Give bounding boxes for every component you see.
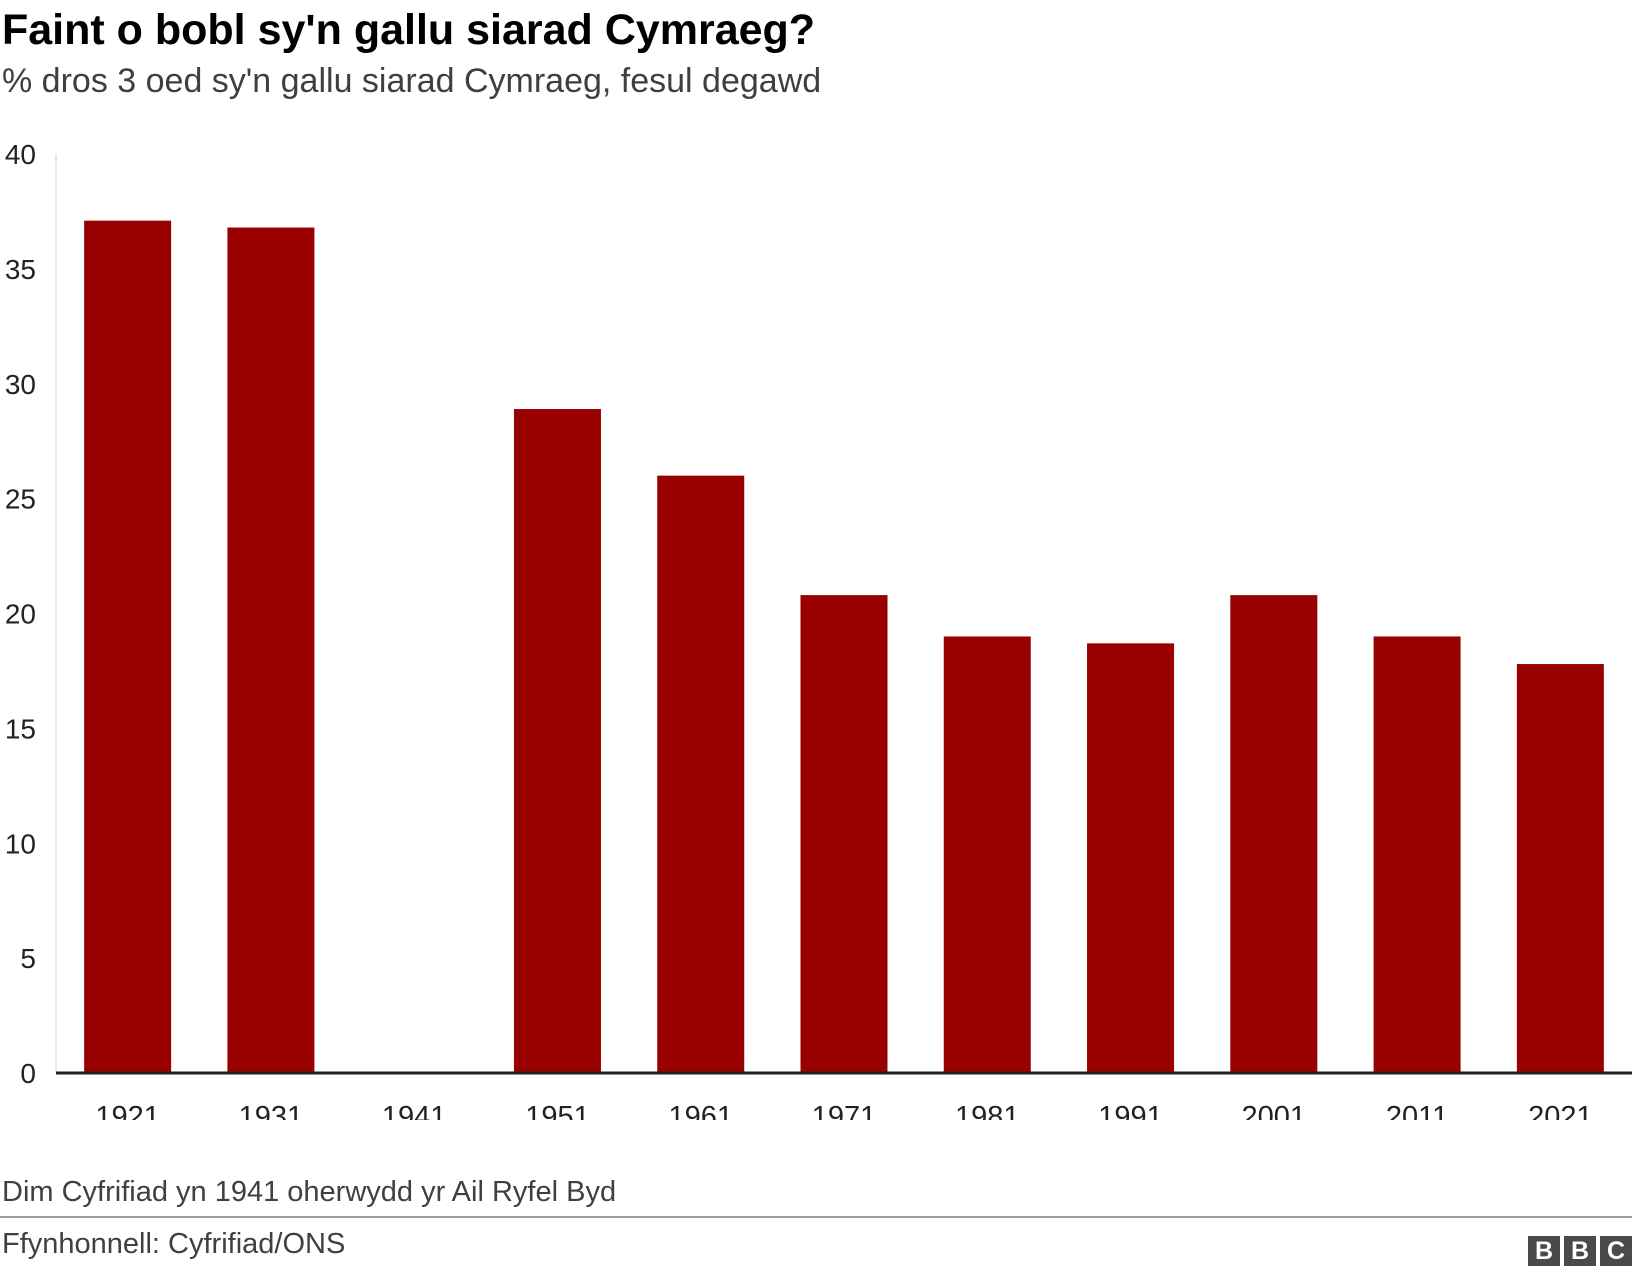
- y-tick-label: 5: [20, 943, 36, 974]
- bar: [1087, 643, 1175, 1073]
- logo-letter: C: [1600, 1236, 1632, 1266]
- y-tick-label: 30: [5, 369, 36, 400]
- x-tick-label: 1921: [95, 1101, 160, 1120]
- bbc-logo: B B C: [1528, 1236, 1632, 1266]
- x-tick-label: 1971: [812, 1101, 877, 1120]
- y-tick-label: 35: [5, 254, 36, 285]
- chart-note: Dim Cyfrifiad yn 1941 oherwydd yr Ail Ry…: [2, 1176, 617, 1208]
- footer-divider: [0, 1216, 1632, 1218]
- x-tick-label: 1961: [668, 1101, 733, 1120]
- x-tick-label: 1941: [382, 1101, 447, 1120]
- x-tick-label: 2021: [1528, 1101, 1593, 1120]
- bar: [1373, 636, 1461, 1073]
- bar: [84, 220, 172, 1073]
- x-tick-label: 1981: [955, 1101, 1020, 1120]
- y-tick-label: 40: [5, 139, 36, 170]
- source-credit: Ffynhonnell: Cyfrifiad/ONS: [2, 1228, 346, 1260]
- bar: [1230, 595, 1318, 1073]
- x-tick-label: 2011: [1386, 1101, 1448, 1120]
- bar: [227, 227, 315, 1073]
- y-tick-label: 25: [5, 484, 36, 515]
- bar-chart: 0 5 10 15 20 25 30 35 40 1921 1931 1941 1951 1961 1971…: [5, 139, 1632, 1120]
- y-tick-label: 15: [5, 713, 36, 744]
- bar: [657, 475, 745, 1073]
- bar: [1516, 664, 1604, 1073]
- x-tick-label: 1951: [525, 1101, 590, 1120]
- x-tick-label: 2001: [1242, 1101, 1307, 1120]
- y-tick-label: 20: [5, 599, 36, 630]
- chart-title: Faint o bobl sy'n gallu siarad Cymraeg?: [2, 6, 816, 54]
- y-tick-label: 0: [20, 1058, 36, 1089]
- bar: [513, 409, 601, 1074]
- x-tick-label: 1931: [239, 1101, 304, 1120]
- bar: [800, 595, 888, 1073]
- logo-letter: B: [1528, 1236, 1560, 1266]
- x-tick-label: 1991: [1098, 1101, 1163, 1120]
- logo-letter: B: [1564, 1236, 1596, 1266]
- bar: [943, 636, 1031, 1073]
- y-tick-label: 10: [5, 828, 36, 859]
- chart-subtitle: % dros 3 oed sy'n gallu siarad Cymraeg, …: [2, 62, 822, 100]
